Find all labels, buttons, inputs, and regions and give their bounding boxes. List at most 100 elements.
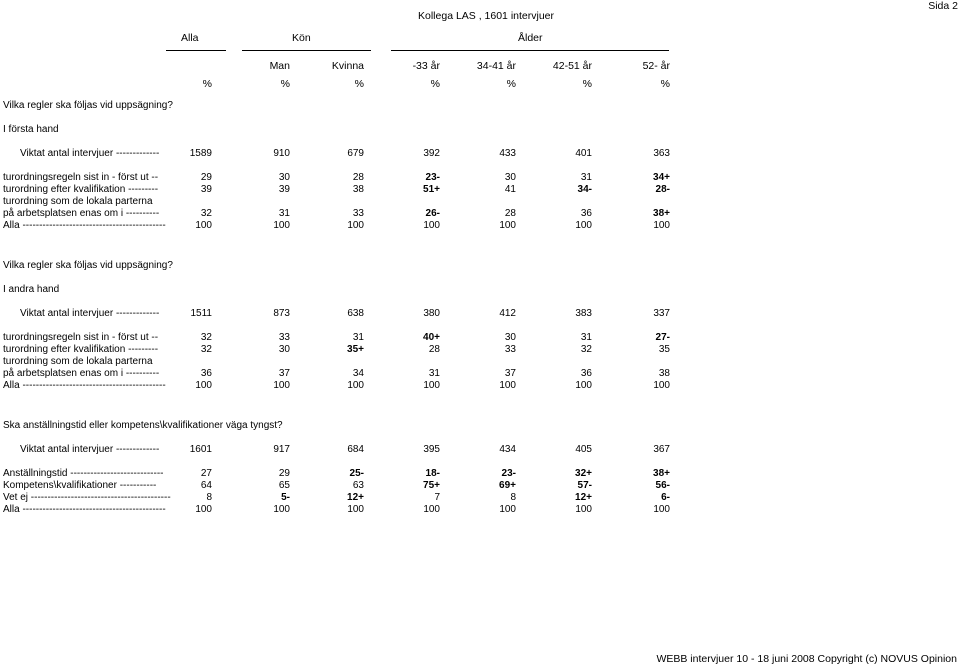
table-cell: 41 (504, 184, 516, 195)
table-cell: 8 (206, 492, 212, 503)
table-cell: 12+ (347, 492, 364, 503)
subcolumn-header: 52- år (642, 60, 670, 72)
question-subheading: I första hand (3, 124, 59, 135)
percent-header: % (582, 78, 592, 90)
weighted-count-cell: 363 (653, 148, 670, 159)
weighted-count-cell: 337 (653, 308, 670, 319)
table-cell: 39 (200, 184, 212, 195)
table-cell: 63 (352, 480, 364, 491)
table-cell: 8 (510, 492, 516, 503)
percent-header: % (280, 78, 290, 90)
table-cell: 100 (575, 220, 592, 231)
subcolumn-header: 34-41 år (476, 60, 516, 72)
subcolumn-header: Kvinna (331, 60, 364, 72)
table-cell: 32 (200, 208, 212, 219)
weighted-count-cell: 684 (347, 444, 364, 455)
table-cell: 38 (352, 184, 364, 195)
table-row-label: turordning som de lokala parterna (3, 196, 153, 207)
table-cell: 5- (281, 492, 290, 503)
table-cell: 38 (658, 368, 670, 379)
table-cell: 100 (273, 380, 290, 391)
table-cell: 37 (278, 368, 290, 379)
weighted-count-cell: 434 (499, 444, 516, 455)
table-cell: 6- (661, 492, 670, 503)
weighted-count-cell: 1511 (190, 308, 212, 319)
table-row-label: turordning efter kvalifikation --------- (3, 344, 159, 355)
table-cell: 100 (423, 380, 440, 391)
weighted-count-cell: 679 (347, 148, 364, 159)
weighted-count-cell: 392 (423, 148, 440, 159)
footer-text: WEBB intervjuer 10 - 18 juni 2008 Copyri… (656, 653, 957, 665)
table-row-label: Alla -----------------------------------… (3, 380, 166, 391)
question-subheading: I andra hand (3, 284, 60, 295)
percent-header: % (430, 78, 440, 90)
table-cell: 100 (499, 504, 516, 515)
table-cell: 100 (423, 220, 440, 231)
table-cell: 28 (352, 172, 364, 183)
table-cell: 33 (504, 344, 516, 355)
weighted-count-cell: 367 (653, 444, 670, 455)
table-cell: 34- (577, 184, 592, 195)
table-cell: 75+ (423, 480, 440, 491)
table-row-label: turordningsregeln sist in - först ut -- (3, 172, 159, 183)
table-cell: 30 (278, 344, 290, 355)
table-row-label: på arbetsplatsen enas om i ---------- (3, 368, 160, 379)
weighted-count-cell: 433 (499, 148, 516, 159)
table-cell: 38+ (653, 468, 670, 479)
subcolumn-header: -33 år (412, 60, 440, 72)
table-cell: 100 (653, 220, 670, 231)
table-cell: 31 (428, 368, 440, 379)
table-cell: 100 (195, 504, 212, 515)
table-cell: 33 (352, 208, 364, 219)
table-cell: 36 (580, 208, 592, 219)
table-cell: 38+ (653, 208, 670, 219)
table-cell: 32 (200, 344, 212, 355)
question-text: Ska anställningstid eller kompetens\kval… (3, 420, 283, 431)
table-cell: 7 (434, 492, 440, 503)
table-row-label: på arbetsplatsen enas om i ---------- (3, 208, 160, 219)
table-cell: 100 (423, 504, 440, 515)
table-row-label: Alla -----------------------------------… (3, 504, 166, 515)
table-cell: 26- (425, 208, 440, 219)
weighted-count-cell: 395 (423, 444, 440, 455)
table-cell: 100 (195, 220, 212, 231)
table-cell: 31 (278, 208, 290, 219)
weighted-count-cell: 380 (423, 308, 440, 319)
table-row-label: turordning efter kvalifikation --------- (3, 184, 159, 195)
weighted-count-cell: 1601 (189, 444, 212, 455)
table-cell: 100 (347, 380, 364, 391)
rule-alder (391, 50, 669, 51)
table-cell: 23- (425, 172, 440, 183)
table-row-label: Alla -----------------------------------… (3, 220, 166, 231)
table-cell: 32 (580, 344, 592, 355)
page-number: Sida 2 (928, 0, 958, 12)
table-cell: 36 (580, 368, 592, 379)
table-row-label: Anställningstid ------------------------… (3, 468, 164, 479)
subcolumn-header: 42-51 år (552, 60, 592, 72)
table-cell: 27- (655, 332, 670, 343)
rule-alla (166, 50, 226, 51)
table-cell: 100 (499, 380, 516, 391)
weighted-count-label: Viktat antal intervjuer ------------- (20, 444, 160, 455)
weighted-count-cell: 412 (499, 308, 516, 319)
weighted-count-cell: 383 (575, 308, 592, 319)
weighted-count-label: Viktat antal intervjuer ------------- (20, 148, 160, 159)
weighted-count-cell: 405 (575, 444, 592, 455)
table-cell: 35 (658, 344, 670, 355)
weighted-count-cell: 917 (273, 444, 290, 455)
table-cell: 100 (273, 504, 290, 515)
table-cell: 31 (580, 332, 592, 343)
table-cell: 37 (504, 368, 516, 379)
table-cell: 25- (349, 468, 364, 479)
table-cell: 35+ (347, 344, 364, 355)
table-cell: 31 (580, 172, 592, 183)
question-text: Vilka regler ska följas vid uppsägning? (3, 100, 173, 111)
percent-header: % (202, 78, 212, 90)
table-cell: 100 (653, 504, 670, 515)
table-row-label: Vet ej ---------------------------------… (3, 492, 171, 503)
table-cell: 100 (575, 380, 592, 391)
weighted-count-cell: 638 (347, 308, 364, 319)
group-header-kon: Kön (292, 32, 311, 44)
table-cell: 23- (501, 468, 516, 479)
table-cell: 100 (347, 220, 364, 231)
